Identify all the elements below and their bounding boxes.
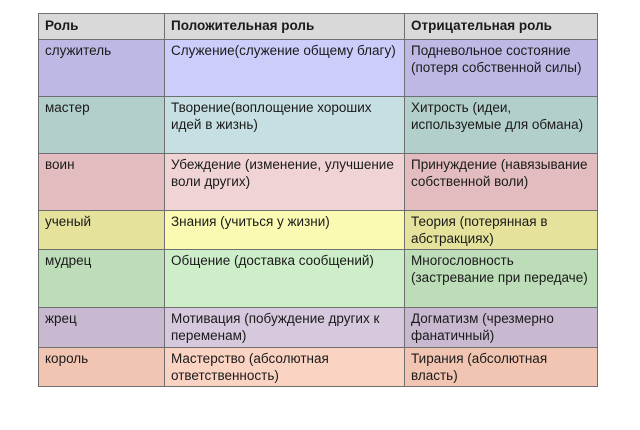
table-row: служитель Служение(служение общему благу… bbox=[38, 39, 598, 97]
table-row: король Мастерство (абсолютная ответствен… bbox=[38, 347, 598, 387]
cell-role: ученый bbox=[38, 210, 165, 250]
table-row: мастер Творение(воплощение хороших идей … bbox=[38, 96, 598, 154]
cell-positive: Служение(служение общему благу) bbox=[164, 39, 405, 97]
cell-role: служитель bbox=[38, 39, 165, 97]
cell-negative: Многословность (застревание при передаче… bbox=[404, 249, 598, 308]
cell-role: жрец bbox=[38, 307, 165, 348]
cell-negative: Хитрость (идеи, используемые для обмана) bbox=[404, 96, 598, 154]
cell-positive: Убеждение (изменение, улучшение воли дру… bbox=[164, 153, 405, 211]
cell-role: воин bbox=[38, 153, 165, 211]
cell-positive: Мотивация (побуждение других к переменам… bbox=[164, 307, 405, 348]
column-header-negative: Отрицательная роль bbox=[404, 13, 598, 40]
table-row: жрец Мотивация (побуждение других к пере… bbox=[38, 307, 598, 348]
roles-table: Роль Положительная роль Отрицательная ро… bbox=[38, 13, 598, 387]
cell-negative: Тирания (абсолютная власть) bbox=[404, 347, 598, 387]
cell-role: мудрец bbox=[38, 249, 165, 308]
cell-negative: Подневольное состояние (потеря собственн… bbox=[404, 39, 598, 97]
cell-role: мастер bbox=[38, 96, 165, 154]
cell-positive: Мастерство (абсолютная ответственность) bbox=[164, 347, 405, 387]
cell-negative: Догматизм (чрезмерно фанатичный) bbox=[404, 307, 598, 348]
column-header-positive: Положительная роль bbox=[164, 13, 405, 40]
table-row: мудрец Общение (доставка сообщений) Мног… bbox=[38, 249, 598, 308]
column-header-role: Роль bbox=[38, 13, 165, 40]
table-header-row: Роль Положительная роль Отрицательная ро… bbox=[38, 13, 598, 40]
cell-negative: Принуждение (навязывание собственной вол… bbox=[404, 153, 598, 211]
cell-positive: Общение (доставка сообщений) bbox=[164, 249, 405, 308]
table-row: ученый Знания (учиться у жизни) Теория (… bbox=[38, 210, 598, 250]
cell-negative: Теория (потерянная в абстракциях) bbox=[404, 210, 598, 250]
table-row: воин Убеждение (изменение, улучшение вол… bbox=[38, 153, 598, 211]
cell-positive: Знания (учиться у жизни) bbox=[164, 210, 405, 250]
cell-role: король bbox=[38, 347, 165, 387]
cell-positive: Творение(воплощение хороших идей в жизнь… bbox=[164, 96, 405, 154]
